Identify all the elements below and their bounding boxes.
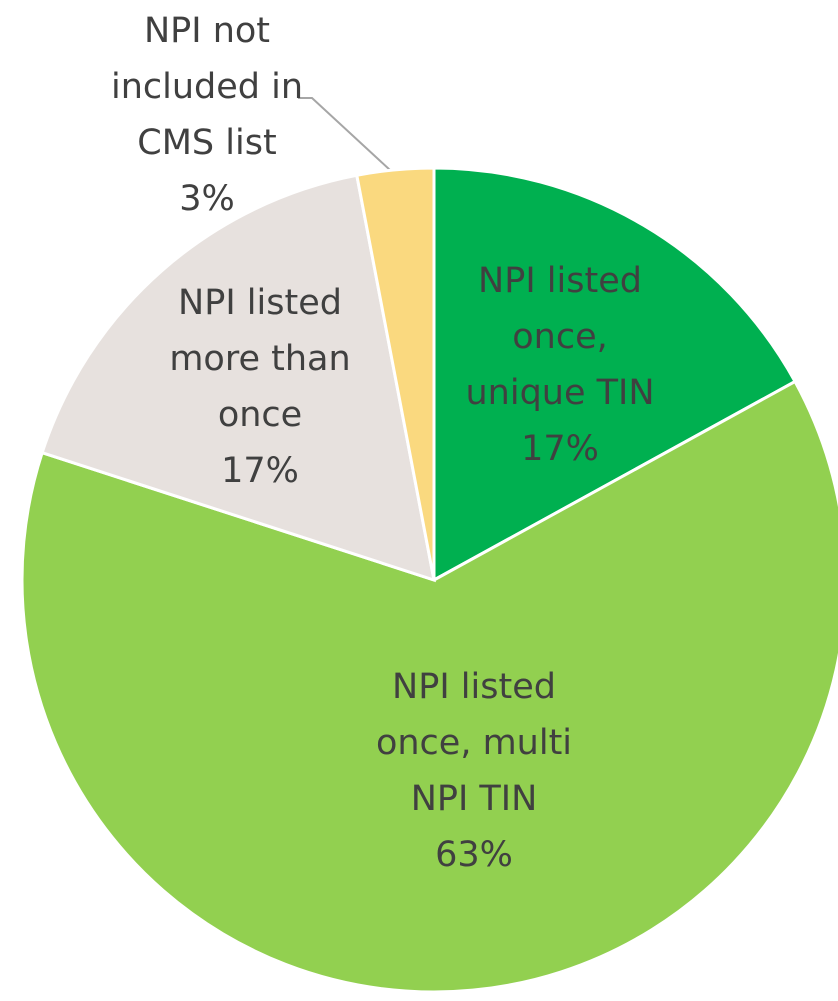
category-label: NPI listed more than once	[169, 283, 350, 435]
pie-slice	[40, 173, 436, 583]
category-line: more than	[169, 339, 350, 379]
slice-label: NPI listed once, unique TIN 17%	[465, 261, 654, 469]
value-label: 17%	[221, 451, 299, 491]
category-line: NPI TIN	[411, 779, 538, 819]
pie-slice	[20, 379, 838, 994]
category-label: NPI listed once, multi NPI TIN	[376, 667, 572, 819]
category-line: unique TIN	[465, 373, 654, 413]
slice-label: NPI not included in CMS list 3%	[111, 11, 303, 219]
category-line: once, multi	[376, 723, 572, 763]
category-label: NPI not included in CMS list	[111, 11, 303, 163]
pie-slice	[432, 166, 798, 583]
leader-line	[298, 97, 391, 171]
slice-label: NPI listed more than once 17%	[169, 283, 350, 491]
category-line: NPI listed	[478, 261, 642, 301]
pie-slice	[355, 166, 436, 581]
category-line: NPI not	[144, 11, 270, 51]
value-label: 17%	[521, 429, 599, 469]
category-line: once,	[512, 317, 608, 357]
category-label: NPI listed once, unique TIN	[465, 261, 654, 413]
category-line: NPI listed	[178, 283, 342, 323]
category-line: once	[218, 395, 302, 435]
value-label: 63%	[435, 835, 513, 875]
category-line: included in	[111, 67, 303, 107]
value-label: 3%	[179, 179, 235, 219]
category-line: NPI listed	[392, 667, 556, 707]
slice-label: NPI listed once, multi NPI TIN 63%	[376, 667, 572, 875]
category-line: CMS list	[137, 123, 276, 163]
